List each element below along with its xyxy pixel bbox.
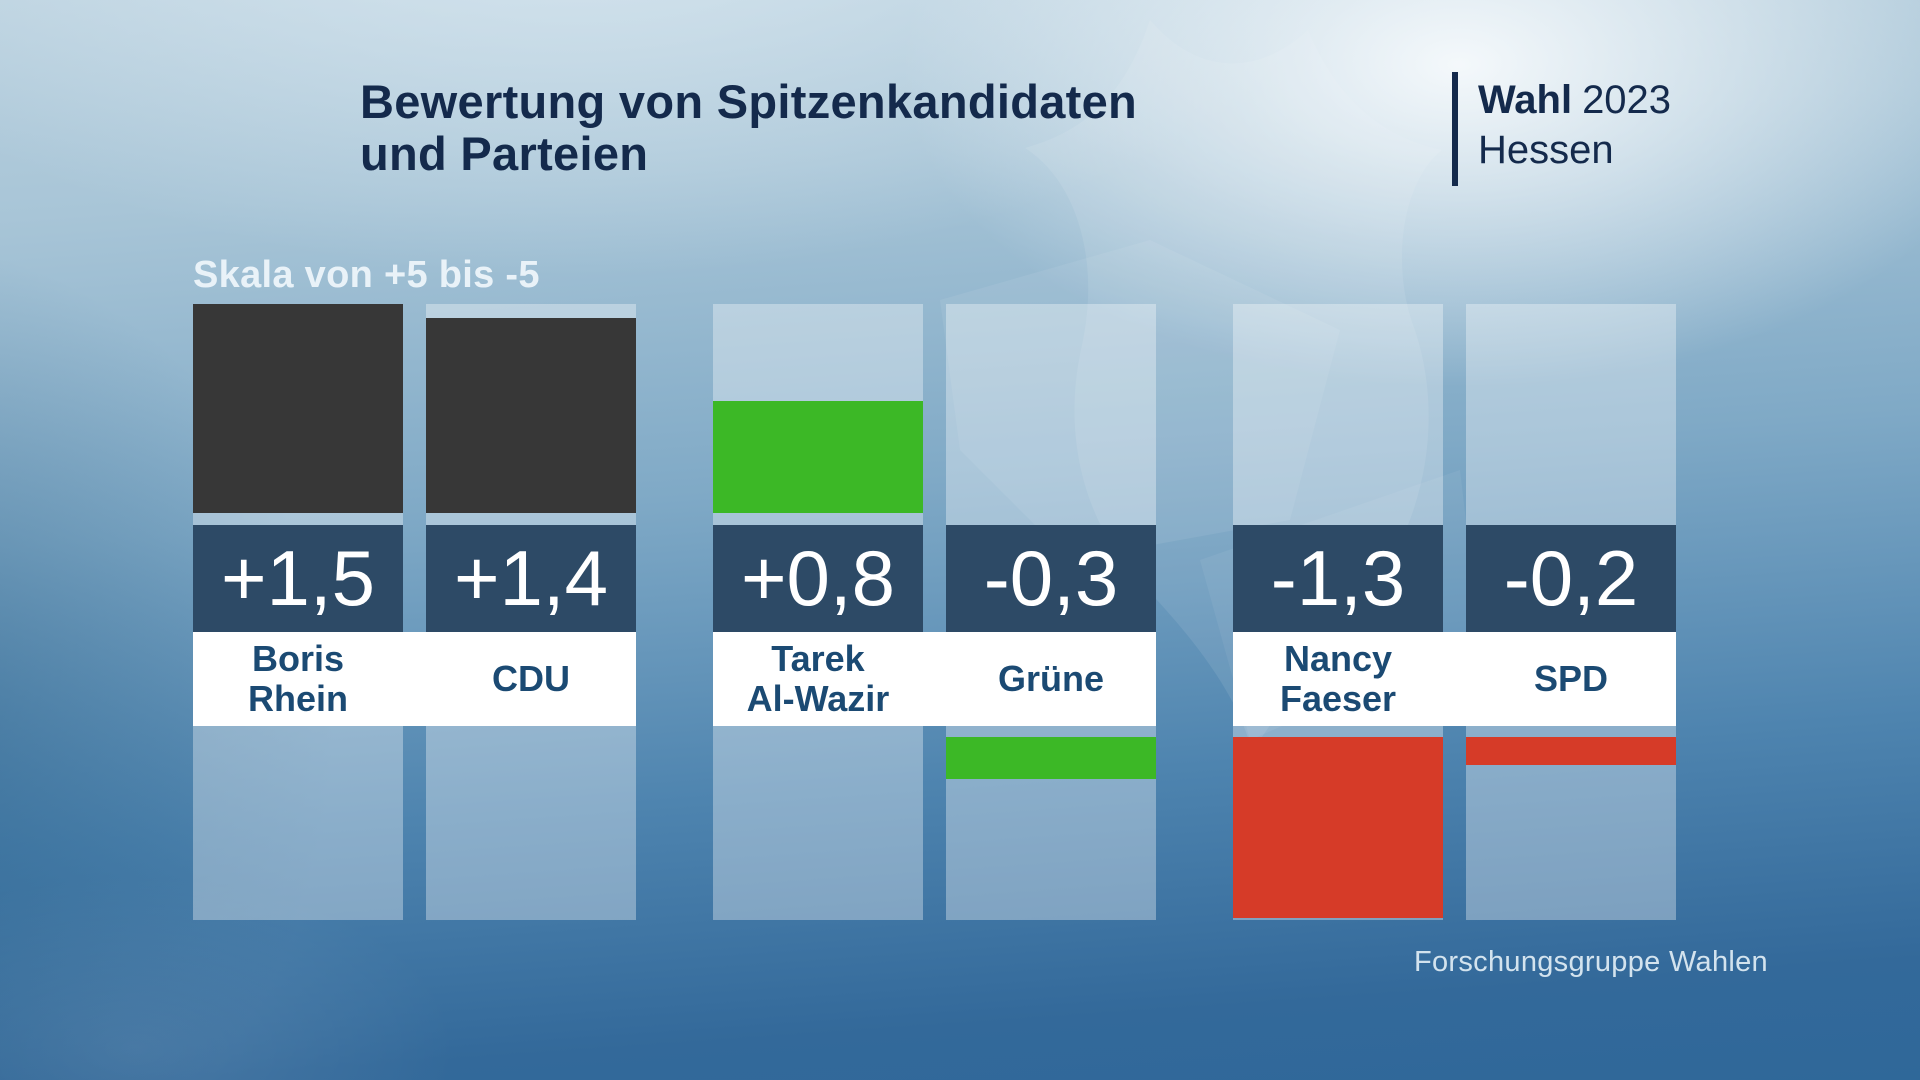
program-badge: Wahl 2023 Hessen [1452,72,1671,186]
label-box: Grüne [946,632,1156,726]
value-badge: +1,4 [426,525,636,632]
label-box: Nancy Faeser [1233,632,1443,726]
label-line: Al-Wazir [746,678,890,719]
value-badge: -0,3 [946,525,1156,632]
rating-bar [193,304,403,513]
rating-bar [426,318,636,513]
label-box: Boris Rhein [193,632,403,726]
label-band [1233,632,1676,726]
badge-program: Wahl [1478,78,1573,122]
source-credit: Forschungsgruppe Wahlen [1413,946,1768,978]
chart-title-line2: und Parteien [360,127,649,180]
value-badge: +1,5 [193,525,403,632]
value-badge: +0,8 [713,525,923,632]
rating-bar [713,401,923,513]
rating-bar [946,737,1156,779]
label-line: Rhein [247,678,348,719]
label-line: Boris [251,638,345,679]
rating-bar [1233,737,1443,918]
label-box: CDU [426,632,636,726]
chart-title: Bewertung von Spitzenkandidaten und Part… [360,76,1137,180]
label-box: SPD [1466,632,1676,726]
label-band [713,632,1156,726]
badge-region: Hessen [1478,128,1614,172]
badge-line1: Wahl 2023 [1478,75,1671,125]
label-line: Faeser [1279,678,1397,719]
label-line: Nancy [1283,638,1393,679]
badge-vertical-rule [1452,72,1458,186]
label-band [193,632,636,726]
badge-text: Wahl 2023 Hessen [1478,72,1671,186]
label-box: Tarek Al-Wazir [713,632,923,726]
badge-year: 2023 [1582,78,1672,122]
rating-bar [1466,737,1676,765]
value-badge: -0,2 [1466,525,1676,632]
label-line: Tarek [771,638,865,679]
label-line: SPD [1533,658,1609,699]
label-line: CDU [492,658,570,699]
label-line: Grüne [997,658,1104,699]
chart-title-line1: Bewertung von Spitzenkandidaten [360,75,1138,128]
value-badge: -1,3 [1233,525,1443,632]
scale-note: Skala von +5 bis -5 [193,254,540,296]
